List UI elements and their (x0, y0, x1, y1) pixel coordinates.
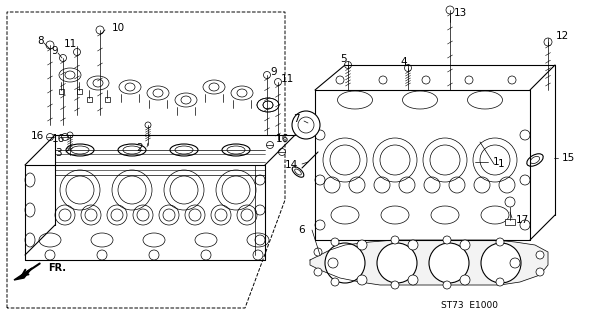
Text: 15: 15 (562, 153, 575, 163)
Text: 4: 4 (400, 57, 407, 67)
Circle shape (496, 278, 504, 286)
Circle shape (496, 238, 504, 246)
Circle shape (331, 278, 339, 286)
Text: ST73  E1000: ST73 E1000 (442, 301, 498, 310)
Circle shape (278, 148, 285, 156)
Bar (77, 89, 82, 94)
Text: 7: 7 (294, 114, 300, 124)
Circle shape (510, 258, 520, 268)
Circle shape (429, 243, 469, 283)
Text: 9: 9 (52, 46, 58, 56)
Circle shape (460, 275, 470, 285)
Text: 9: 9 (270, 67, 276, 77)
Text: 16: 16 (276, 134, 289, 144)
Bar (87, 97, 92, 102)
Circle shape (391, 236, 399, 244)
Text: 6: 6 (298, 225, 305, 235)
Circle shape (460, 240, 470, 250)
Text: FR.: FR. (48, 263, 66, 273)
Circle shape (314, 268, 322, 276)
Text: 5: 5 (340, 54, 347, 64)
Circle shape (443, 236, 451, 244)
Text: 3: 3 (56, 148, 62, 158)
Bar (105, 97, 110, 102)
Circle shape (266, 141, 274, 148)
Text: 16: 16 (52, 134, 65, 144)
Ellipse shape (292, 167, 304, 177)
Circle shape (391, 281, 399, 289)
Text: 11: 11 (281, 74, 294, 84)
Circle shape (328, 258, 338, 268)
Polygon shape (310, 240, 548, 285)
Circle shape (331, 238, 339, 246)
Circle shape (357, 240, 367, 250)
Circle shape (47, 133, 53, 140)
Circle shape (408, 275, 418, 285)
Text: 11: 11 (64, 39, 77, 49)
Circle shape (408, 240, 418, 250)
Circle shape (536, 268, 544, 276)
Text: 13: 13 (454, 8, 467, 18)
Circle shape (505, 197, 515, 207)
Circle shape (536, 251, 544, 259)
Text: 14: 14 (285, 160, 298, 170)
Circle shape (292, 111, 320, 139)
Text: 1: 1 (498, 159, 504, 169)
Bar (505, 219, 515, 225)
Text: 17: 17 (516, 215, 529, 225)
Text: 10: 10 (112, 23, 125, 33)
Bar (59, 89, 64, 94)
Circle shape (481, 243, 521, 283)
Circle shape (443, 281, 451, 289)
Circle shape (325, 243, 365, 283)
Text: 2: 2 (136, 143, 143, 153)
Text: 12: 12 (556, 31, 570, 41)
Text: 1: 1 (493, 157, 499, 167)
Polygon shape (14, 268, 32, 280)
Text: 8: 8 (37, 36, 44, 46)
Text: 16: 16 (31, 131, 44, 141)
Circle shape (314, 248, 322, 256)
Circle shape (357, 275, 367, 285)
Circle shape (377, 243, 417, 283)
Circle shape (62, 133, 69, 140)
